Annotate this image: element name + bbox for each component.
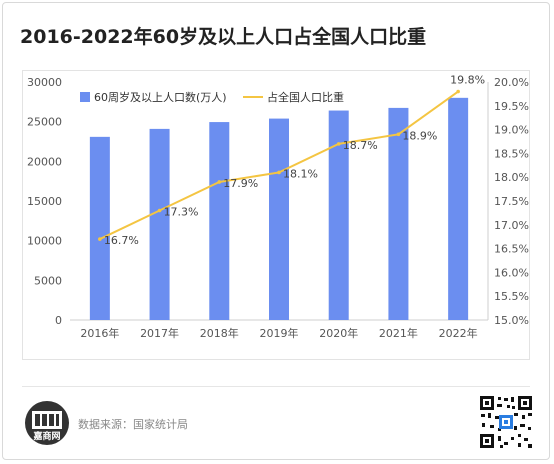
x-tick-label: 2019年 [260, 326, 299, 340]
left-tick-label: 5000 [34, 274, 62, 287]
bar [388, 107, 409, 320]
bar [149, 128, 170, 320]
left-tick-label: 20000 [27, 155, 62, 168]
left-tick-label: 25000 [27, 116, 62, 129]
bar [269, 118, 289, 320]
legend-bar-swatch [80, 92, 90, 102]
right-tick-label: 19.0% [494, 124, 529, 137]
data-label: 18.7% [343, 139, 378, 152]
bar [89, 136, 110, 320]
x-tick-label: 2022年 [439, 326, 478, 340]
x-tick-label: 2016年 [80, 326, 119, 340]
legend-bar-label: 60周岁及以上人口数(万人) [94, 90, 227, 104]
left-tick-label: 10000 [27, 235, 62, 248]
x-tick-label: 2017年 [140, 326, 179, 340]
x-tick-label: 2018年 [200, 326, 239, 340]
bar [209, 122, 230, 321]
bar [328, 110, 349, 321]
right-tick-label: 18.0% [494, 171, 529, 184]
data-label: 16.7% [104, 234, 139, 247]
x-tick-label: 2020年 [319, 326, 358, 340]
right-tick-label: 15.0% [494, 314, 529, 327]
right-tick-label: 17.0% [494, 219, 529, 232]
data-label: 19.8% [450, 74, 485, 87]
right-tick-label: 19.5% [494, 100, 529, 113]
left-tick-label: 30000 [27, 76, 62, 89]
left-tick-label: 15000 [27, 195, 62, 208]
right-tick-label: 18.5% [494, 147, 529, 160]
right-tick-label: 17.5% [494, 195, 529, 208]
line-point [396, 132, 401, 137]
logo-icon: 嘉商网 [25, 401, 69, 445]
right-tick-label: 20.0% [494, 76, 529, 89]
line-point [456, 89, 460, 94]
line-point [217, 180, 222, 184]
line-point [336, 142, 341, 146]
data-label: 18.1% [283, 167, 318, 180]
page-title: 2016-2022年60岁及以上人口占全国人口比重 [20, 26, 427, 48]
data-label: 17.3% [164, 206, 199, 219]
source-note: 数据来源：国家统计局 [78, 418, 188, 431]
x-tick-label: 2021年 [379, 326, 418, 340]
line-point [277, 170, 281, 175]
bar [448, 97, 469, 320]
right-tick-label: 16.0% [494, 266, 529, 279]
line-point [98, 237, 102, 241]
legend-line-label: 占全国人口比重 [267, 90, 344, 104]
right-tick-label: 15.5% [494, 290, 529, 303]
data-label: 17.9% [223, 177, 258, 190]
left-tick-label: 0 [55, 314, 62, 327]
qr-code-icon [478, 394, 534, 450]
divider [22, 386, 530, 387]
line-point [157, 208, 162, 213]
data-label: 18.9% [402, 129, 437, 142]
logo-text: 嘉商网 [32, 430, 60, 442]
right-tick-label: 16.5% [494, 243, 529, 256]
plot-frame [22, 70, 530, 360]
